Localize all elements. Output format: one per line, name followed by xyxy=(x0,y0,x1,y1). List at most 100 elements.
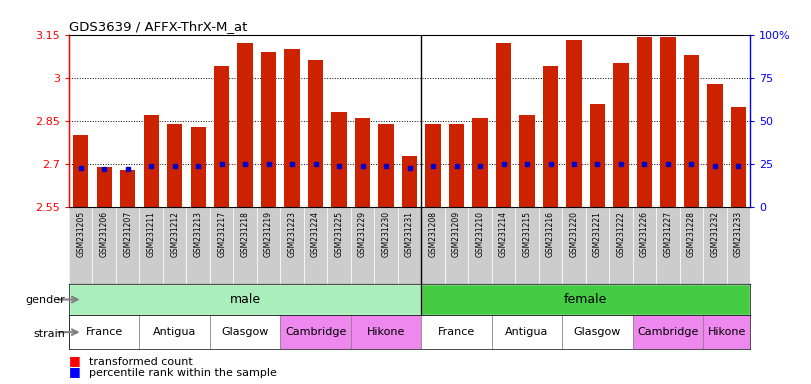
Text: GSM231218: GSM231218 xyxy=(241,211,250,257)
Bar xyxy=(214,66,230,207)
Bar xyxy=(69,315,139,349)
Text: France: France xyxy=(85,327,122,337)
Text: Cambridge: Cambridge xyxy=(637,327,698,337)
Bar xyxy=(402,156,417,207)
Bar xyxy=(707,84,723,207)
Bar xyxy=(703,207,727,284)
Bar xyxy=(261,52,277,207)
Bar xyxy=(304,207,328,284)
Bar xyxy=(281,207,304,284)
Bar xyxy=(120,170,135,207)
Bar xyxy=(328,207,351,284)
Text: Antigua: Antigua xyxy=(505,327,549,337)
Bar xyxy=(633,315,703,349)
Text: GSM231221: GSM231221 xyxy=(593,211,602,257)
Bar xyxy=(426,124,440,207)
Text: female: female xyxy=(564,293,607,306)
Text: GSM231229: GSM231229 xyxy=(358,211,367,257)
Text: Antigua: Antigua xyxy=(153,327,196,337)
Bar xyxy=(731,107,746,207)
Bar xyxy=(398,207,421,284)
Text: strain: strain xyxy=(33,329,65,339)
Text: Hikone: Hikone xyxy=(707,327,746,337)
Bar xyxy=(191,127,206,207)
Bar xyxy=(379,124,393,207)
Bar xyxy=(703,315,750,349)
Bar xyxy=(139,207,163,284)
Text: GSM231223: GSM231223 xyxy=(288,211,297,257)
Bar xyxy=(684,55,699,207)
Bar xyxy=(69,284,421,315)
Bar xyxy=(562,315,633,349)
Bar xyxy=(210,207,234,284)
Bar xyxy=(163,207,187,284)
Bar xyxy=(421,207,444,284)
Text: GSM231222: GSM231222 xyxy=(616,211,625,257)
Text: Glasgow: Glasgow xyxy=(574,327,621,337)
Bar xyxy=(234,207,257,284)
Bar xyxy=(97,167,112,207)
Text: GSM231206: GSM231206 xyxy=(100,211,109,257)
Bar xyxy=(613,63,629,207)
Bar xyxy=(449,124,464,207)
Bar xyxy=(332,113,347,207)
Bar xyxy=(281,315,351,349)
Text: GSM231213: GSM231213 xyxy=(194,211,203,257)
Text: GSM231227: GSM231227 xyxy=(663,211,672,257)
Text: male: male xyxy=(230,293,260,306)
Text: GSM231212: GSM231212 xyxy=(170,211,179,257)
Text: GSM231211: GSM231211 xyxy=(147,211,156,257)
Bar xyxy=(444,207,468,284)
Bar xyxy=(637,38,652,207)
Bar xyxy=(727,207,750,284)
Bar xyxy=(144,115,159,207)
Text: GSM231219: GSM231219 xyxy=(264,211,273,257)
Text: GSM231214: GSM231214 xyxy=(499,211,508,257)
Bar xyxy=(187,207,210,284)
Bar xyxy=(421,284,750,315)
Text: GSM231224: GSM231224 xyxy=(311,211,320,257)
Bar xyxy=(496,43,511,207)
Bar xyxy=(73,136,88,207)
Bar xyxy=(680,207,703,284)
Bar xyxy=(210,315,281,349)
Text: transformed count: transformed count xyxy=(89,357,193,367)
Text: Hikone: Hikone xyxy=(367,327,406,337)
Bar xyxy=(562,207,586,284)
Bar xyxy=(590,104,605,207)
Text: GDS3639 / AFFX-ThrX-M_at: GDS3639 / AFFX-ThrX-M_at xyxy=(69,20,247,33)
Bar xyxy=(257,207,281,284)
Bar xyxy=(609,207,633,284)
Text: GSM231232: GSM231232 xyxy=(710,211,719,257)
Text: ■: ■ xyxy=(69,354,80,367)
Bar xyxy=(491,315,562,349)
Text: GSM231230: GSM231230 xyxy=(381,211,391,257)
Bar xyxy=(116,207,139,284)
Bar xyxy=(566,40,581,207)
Text: GSM231207: GSM231207 xyxy=(123,211,132,257)
Bar xyxy=(491,207,515,284)
Text: percentile rank within the sample: percentile rank within the sample xyxy=(89,368,277,378)
Bar xyxy=(543,66,558,207)
Bar xyxy=(351,315,421,349)
Bar xyxy=(285,49,300,207)
Bar xyxy=(167,124,182,207)
Bar xyxy=(351,207,375,284)
Bar xyxy=(586,207,609,284)
Bar xyxy=(633,207,656,284)
Text: GSM231205: GSM231205 xyxy=(76,211,85,257)
Text: GSM231208: GSM231208 xyxy=(428,211,438,257)
Bar xyxy=(519,115,534,207)
Text: France: France xyxy=(438,327,475,337)
Text: GSM231228: GSM231228 xyxy=(687,211,696,257)
Bar xyxy=(308,61,324,207)
Bar xyxy=(139,315,210,349)
Text: GSM231209: GSM231209 xyxy=(452,211,461,257)
Bar xyxy=(92,207,116,284)
Text: GSM231231: GSM231231 xyxy=(405,211,414,257)
Bar xyxy=(515,207,539,284)
Bar xyxy=(238,43,253,207)
Text: GSM231220: GSM231220 xyxy=(569,211,578,257)
Text: GSM231210: GSM231210 xyxy=(475,211,484,257)
Text: gender: gender xyxy=(25,295,65,305)
